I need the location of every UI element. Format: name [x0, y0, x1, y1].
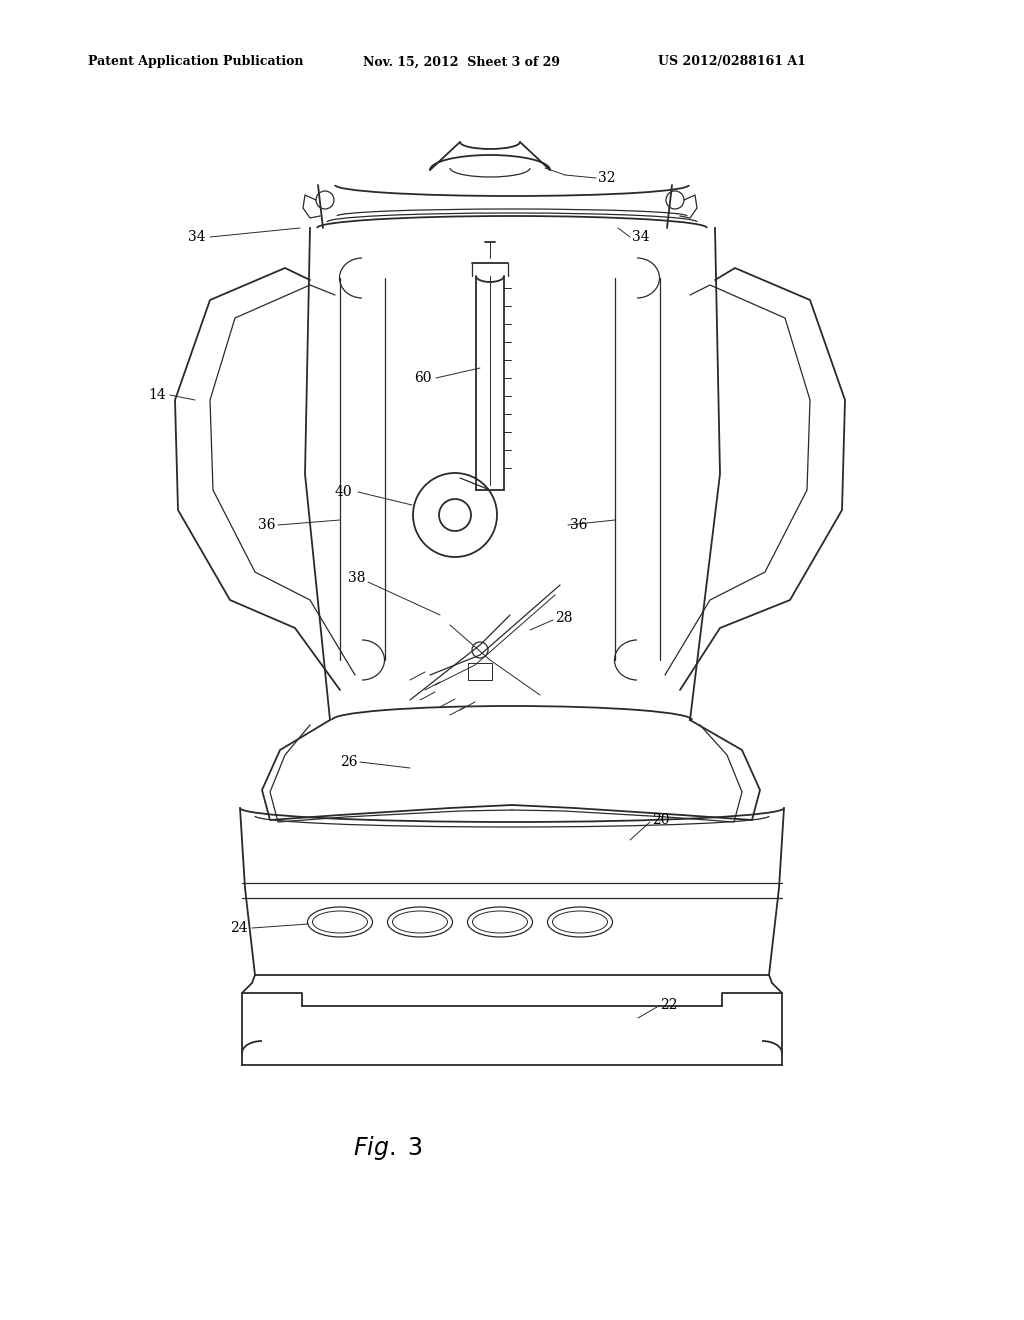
Text: Nov. 15, 2012  Sheet 3 of 29: Nov. 15, 2012 Sheet 3 of 29: [362, 55, 560, 69]
Text: Patent Application Publication: Patent Application Publication: [88, 55, 303, 69]
Text: $\mathit{Fig.}\ 3$: $\mathit{Fig.}\ 3$: [353, 1134, 423, 1162]
Text: 36: 36: [258, 517, 275, 532]
Text: 34: 34: [188, 230, 206, 244]
Text: 36: 36: [570, 517, 588, 532]
Text: 34: 34: [632, 230, 649, 244]
Text: 60: 60: [415, 371, 432, 385]
Text: 38: 38: [348, 572, 366, 585]
Text: US 2012/0288161 A1: US 2012/0288161 A1: [658, 55, 806, 69]
Text: 32: 32: [598, 172, 615, 185]
Text: 28: 28: [555, 611, 572, 624]
Text: 20: 20: [652, 813, 670, 828]
Text: 22: 22: [660, 998, 678, 1012]
Text: 14: 14: [148, 388, 166, 403]
Text: 40: 40: [335, 484, 352, 499]
Text: 26: 26: [340, 755, 357, 770]
Text: 24: 24: [230, 921, 248, 935]
